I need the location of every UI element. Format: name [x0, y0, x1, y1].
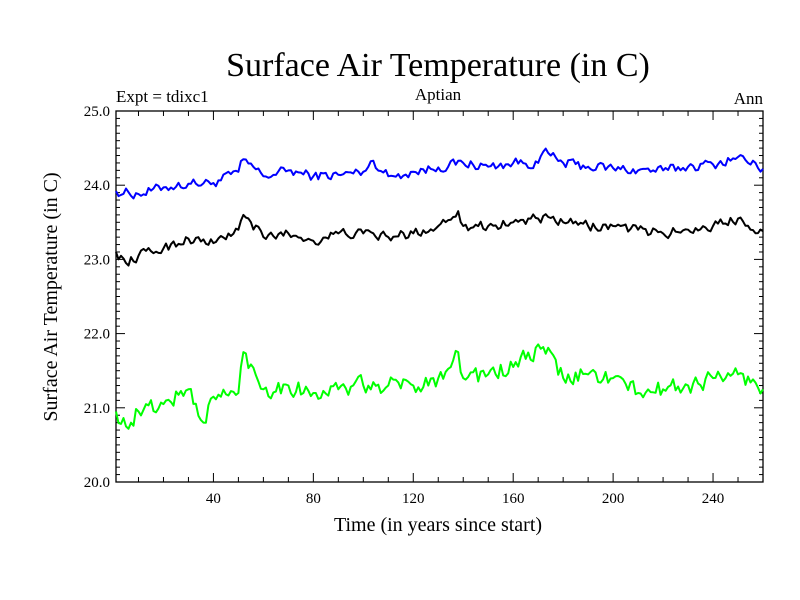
axis-ticks: 40 80 120 160 200 240 20.0 21.0 22.0 23.0 24.0 25.0 [84, 104, 763, 507]
x-tick-label: 120 [402, 491, 425, 507]
x-tick-label: 80 [306, 491, 321, 507]
y-tick-label: 23.0 [84, 252, 110, 268]
y-tick-label: 22.0 [84, 327, 110, 343]
series-group [115, 147, 764, 430]
x-tick-label: 240 [702, 491, 725, 507]
series-line-lower [115, 343, 764, 430]
series-line-upper [115, 147, 764, 200]
x-axis-label: Time (in years since start) [334, 514, 542, 536]
season-label: Ann [734, 89, 764, 108]
y-tick-label: 24.0 [84, 178, 110, 194]
x-tick-label: 160 [502, 491, 525, 507]
y-tick-label: 21.0 [84, 401, 110, 417]
stage-label: Aptian [415, 85, 462, 104]
x-tick-label: 40 [206, 491, 221, 507]
series-line-middle [115, 210, 764, 267]
y-tick-label: 25.0 [84, 104, 110, 120]
y-tick-label: 20.0 [84, 475, 110, 491]
x-tick-label: 200 [602, 491, 625, 507]
y-axis-label: Surface Air Temperature (in C) [40, 172, 62, 421]
plot-frame [115, 110, 764, 483]
experiment-label: Expt = tdixc1 [116, 87, 209, 106]
chart-title: Surface Air Temperature (in C) [226, 47, 650, 84]
